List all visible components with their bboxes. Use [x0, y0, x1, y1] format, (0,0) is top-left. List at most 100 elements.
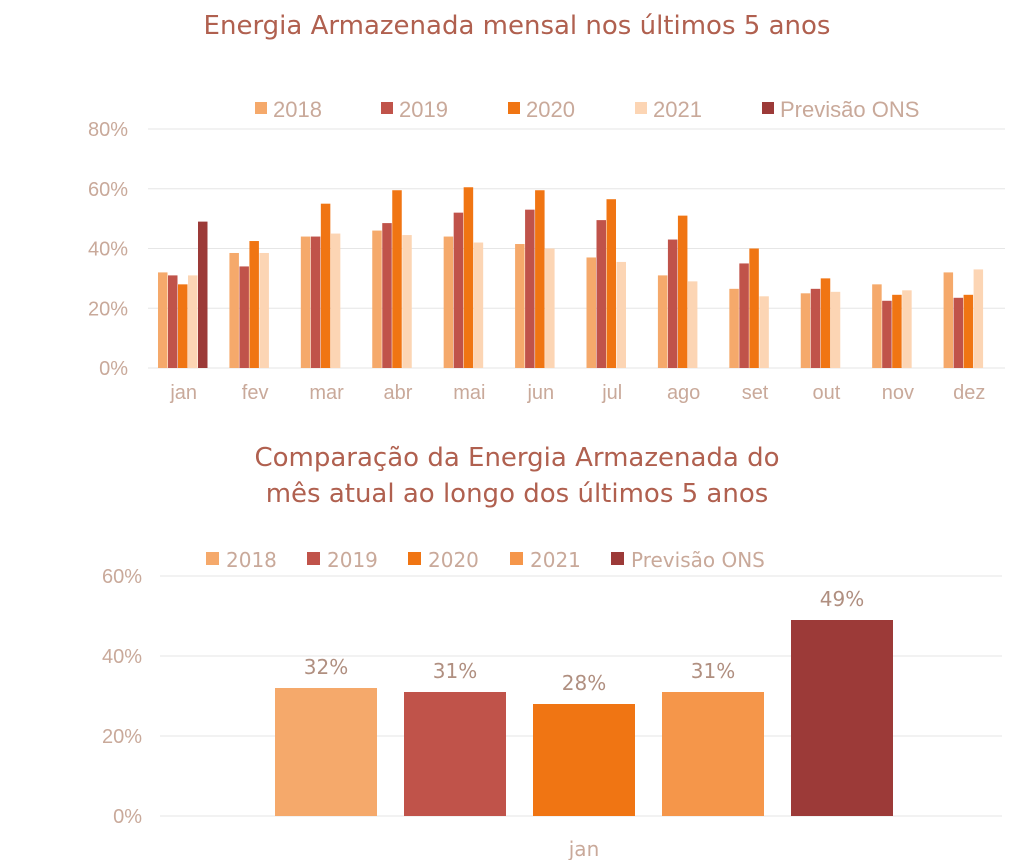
c2-legend-swatch: [510, 552, 523, 565]
monthly-chart: Energia Armazenada mensal nos últimos 5 …: [88, 11, 1005, 404]
c1-legend-swatch: [635, 102, 647, 114]
c1-xtick-label: mar: [309, 382, 344, 404]
c1-bar: [515, 244, 525, 368]
c1-bar: [810, 288, 821, 368]
c1-bar: [392, 190, 402, 368]
c1-xtick-label: set: [742, 382, 769, 404]
c1-bar: [882, 300, 892, 368]
c1-bar: [158, 272, 168, 368]
c1-legend-label: Previsão ONS: [780, 97, 919, 122]
c1-legend-label: 2020: [526, 97, 575, 122]
c1-bar: [872, 284, 882, 368]
c1-bar: [943, 272, 954, 368]
c1-xtick-label: fev: [242, 382, 269, 404]
c1-ytick-label: 20%: [88, 298, 128, 320]
c1-bar: [616, 261, 626, 368]
c2-ytick-label: 40%: [102, 646, 142, 668]
c1-bar: [463, 187, 474, 368]
c2-legend-swatch: [611, 552, 624, 565]
c1-xtick-label: mai: [453, 382, 485, 404]
c2-legend-label: 2020: [428, 548, 479, 572]
c1-bar: [198, 221, 208, 368]
chart2-title-line2: mês atual ao longo dos últimos 5 anos: [266, 479, 769, 509]
c1-bar: [739, 263, 749, 368]
c1-legend-label: 2018: [273, 97, 322, 122]
c1-ytick-label: 80%: [88, 119, 128, 141]
c1-bar: [606, 199, 616, 368]
comparison-chart: Comparação da Energia Armazenada do mês …: [102, 443, 1002, 860]
c2-data-label: 28%: [562, 671, 606, 695]
c1-bar: [586, 257, 596, 368]
c2-legend-label: 2019: [327, 548, 378, 572]
c2-legend-label: 2021: [530, 548, 581, 572]
c1-bar: [535, 190, 545, 368]
c1-legend-swatch: [381, 102, 393, 114]
c1-bar: [830, 291, 841, 368]
c1-bar: [749, 248, 759, 368]
c1-bar: [249, 241, 259, 368]
c1-bar: [453, 212, 464, 368]
c1-bar: [402, 235, 412, 368]
c1-ytick-label: 60%: [88, 179, 128, 201]
chart1-title: Energia Armazenada mensal nos últimos 5 …: [204, 11, 831, 41]
c1-bar: [473, 242, 484, 368]
c1-bar: [188, 275, 198, 368]
c2-ytick-label: 60%: [102, 566, 142, 588]
c1-bar: [300, 236, 311, 368]
c1-bar: [657, 275, 668, 368]
c1-xtick-label: jan: [169, 382, 197, 404]
c1-xtick-label: nov: [882, 382, 914, 404]
c1-bar: [525, 209, 535, 368]
c1-bar: [953, 297, 964, 368]
c2-data-label: 31%: [691, 659, 735, 683]
c2-ytick-label: 20%: [102, 726, 142, 748]
c1-xtick-label: dez: [953, 382, 985, 404]
c1-xtick-label: jun: [526, 382, 554, 404]
c1-bar: [729, 288, 739, 368]
c1-bar: [178, 284, 188, 368]
c2-legend-label: 2018: [226, 548, 277, 572]
c2-data-label: 31%: [433, 659, 477, 683]
c2-bar: [533, 704, 635, 816]
c2-bar: [662, 692, 764, 816]
c2-legend-swatch: [206, 552, 219, 565]
c2-legend-swatch: [307, 552, 320, 565]
c1-xtick-label: abr: [384, 382, 413, 404]
c1-xtick-label: ago: [667, 382, 700, 404]
c1-bar: [229, 252, 239, 368]
c1-bar: [892, 294, 902, 368]
c1-ytick-label: 0%: [99, 358, 128, 380]
c1-bar: [677, 215, 688, 368]
c2-data-label: 32%: [304, 655, 348, 679]
c2-bar: [404, 692, 506, 816]
c1-bar: [820, 278, 831, 368]
c1-xtick-label: out: [813, 382, 841, 404]
c2-bar: [275, 688, 377, 816]
c1-bar: [310, 236, 321, 368]
c1-legend-label: 2019: [399, 97, 448, 122]
c1-bar: [259, 252, 269, 368]
c1-legend-swatch: [762, 102, 774, 114]
c1-legend-swatch: [508, 102, 520, 114]
c2-ytick-label: 0%: [113, 806, 142, 828]
c1-ytick-label: 40%: [88, 239, 128, 261]
c1-xtick-label: jul: [601, 382, 622, 404]
c1-bar: [596, 220, 606, 368]
c1-bar: [320, 203, 331, 368]
c1-bar: [687, 281, 698, 368]
c1-bar: [800, 293, 811, 368]
c1-bar: [443, 236, 454, 368]
c2-bar: [791, 620, 893, 816]
c1-bar: [902, 290, 912, 368]
c1-bar: [973, 269, 984, 368]
c1-legend-label: 2021: [653, 97, 702, 122]
chart2-title-line1: Comparação da Energia Armazenada do: [254, 443, 779, 473]
c2-legend-label: Previsão ONS: [631, 548, 765, 572]
c1-bar: [667, 239, 678, 368]
c2-legend-swatch: [408, 552, 421, 565]
c2-xtick-label: jan: [568, 837, 600, 860]
c1-bar: [330, 233, 341, 368]
c1-bar: [239, 266, 249, 368]
c2-data-label: 49%: [820, 587, 864, 611]
